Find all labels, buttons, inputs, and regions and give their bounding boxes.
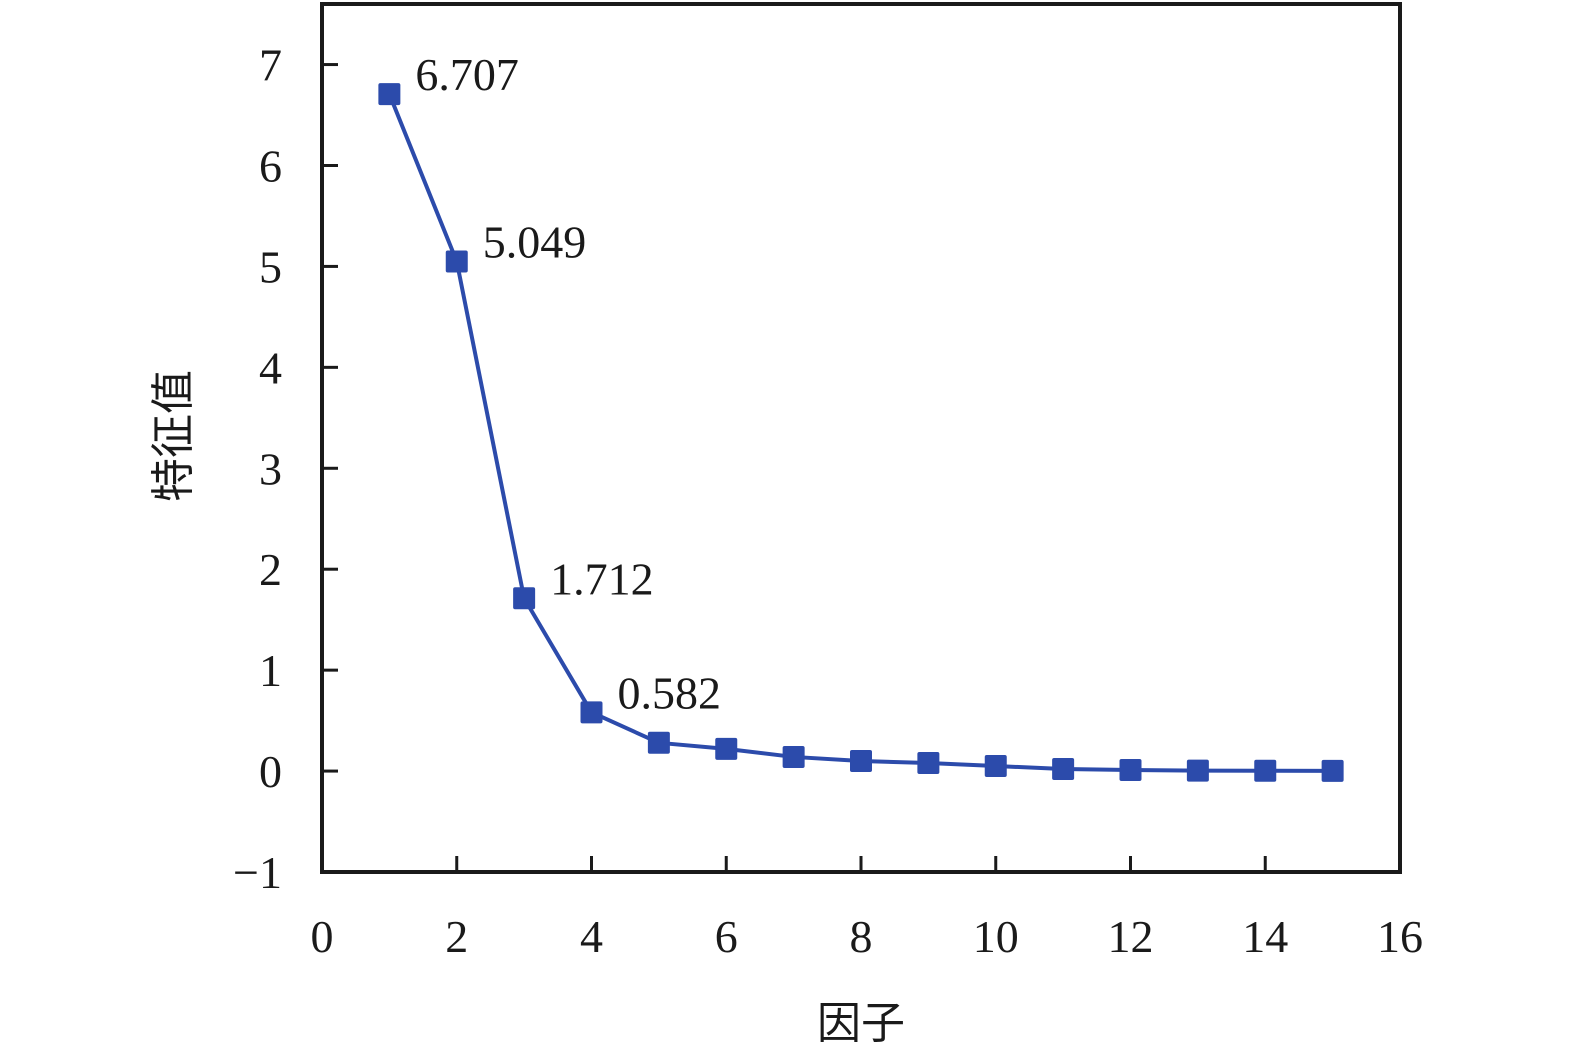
x-tick-label: 14 bbox=[1242, 911, 1288, 962]
x-tick-label: 10 bbox=[973, 911, 1019, 962]
data-point bbox=[1186, 759, 1209, 782]
data-point bbox=[1321, 759, 1344, 782]
y-tick-label: 0 bbox=[259, 746, 282, 797]
x-tick-label: 2 bbox=[445, 911, 468, 962]
data-point bbox=[647, 731, 670, 754]
x-tick-label: 8 bbox=[850, 911, 873, 962]
data-label: 1.712 bbox=[550, 553, 654, 604]
data-point bbox=[1119, 759, 1142, 782]
y-tick-label: 3 bbox=[259, 443, 282, 494]
data-point bbox=[580, 701, 603, 724]
data-label: 0.582 bbox=[618, 667, 722, 718]
data-label: 6.707 bbox=[415, 49, 519, 100]
x-tick-label: 4 bbox=[580, 911, 603, 962]
data-point bbox=[1052, 758, 1075, 781]
series-layer bbox=[378, 83, 1344, 782]
data-labels: 6.707 5.049 1.712 0.582 bbox=[415, 49, 721, 718]
data-point bbox=[984, 755, 1007, 778]
x-tick-label: 0 bbox=[311, 911, 334, 962]
y-axis: −1 0 1 2 3 4 5 6 7 bbox=[233, 40, 338, 898]
y-tick-label: −1 bbox=[233, 847, 282, 898]
data-point bbox=[715, 737, 738, 760]
data-point bbox=[917, 751, 940, 774]
data-point bbox=[782, 745, 805, 768]
y-axis-title: 特征值 bbox=[148, 370, 199, 502]
x-axis-title: 因子 bbox=[817, 998, 905, 1049]
x-tick-label: 12 bbox=[1108, 911, 1154, 962]
y-tick-label: 2 bbox=[259, 544, 282, 595]
x-axis: 0 2 4 6 8 10 12 14 16 bbox=[311, 856, 1423, 962]
x-tick-label: 6 bbox=[715, 911, 738, 962]
data-point bbox=[850, 749, 872, 772]
series-line bbox=[387, 93, 1333, 773]
y-tick-label: 4 bbox=[259, 342, 282, 393]
y-tick-label: 1 bbox=[259, 645, 282, 696]
data-point bbox=[378, 83, 401, 106]
x-tick-label: 16 bbox=[1377, 911, 1423, 962]
y-tick-label: 6 bbox=[259, 140, 282, 191]
data-point bbox=[445, 250, 468, 273]
data-point bbox=[513, 587, 536, 610]
y-tick-label: 7 bbox=[259, 40, 282, 91]
plot-frame bbox=[320, 2, 1402, 874]
data-point bbox=[1254, 759, 1277, 782]
data-label: 5.049 bbox=[483, 216, 587, 267]
y-tick-label: 5 bbox=[259, 241, 282, 292]
